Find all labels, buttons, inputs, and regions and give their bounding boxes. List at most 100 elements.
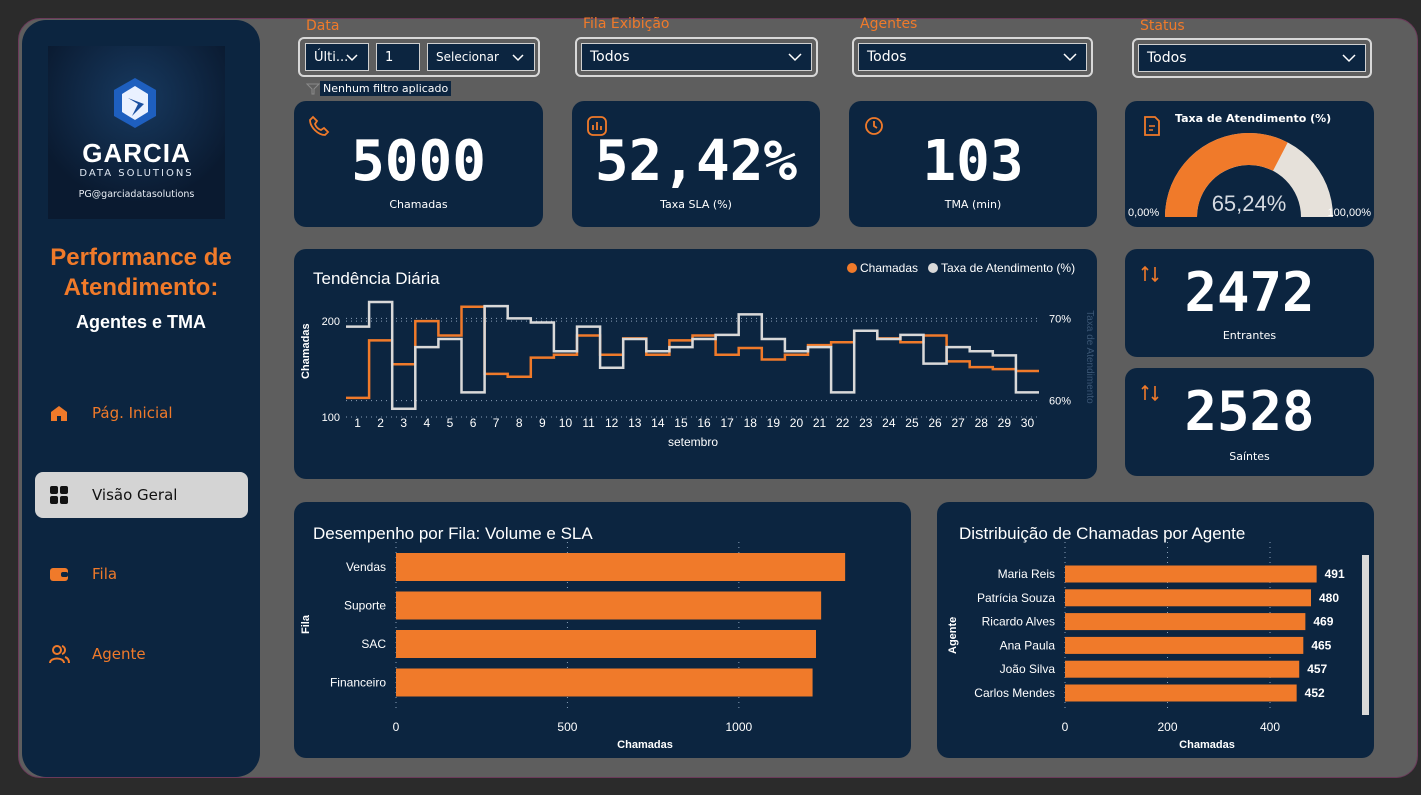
- agentes-value: Todos: [867, 49, 907, 65]
- status-dropdown[interactable]: Todos: [1138, 44, 1366, 72]
- y2-axis-label: Taxa de Atendimento: [1084, 310, 1095, 404]
- gauge-card[interactable]: Taxa de Atendimento (%) 65,24% 0,00% 100…: [1125, 101, 1374, 227]
- data-label: 452: [1305, 686, 1325, 700]
- bar: [1065, 565, 1317, 583]
- y-axis-label: Fila: [300, 614, 312, 634]
- grid-icon: [48, 484, 70, 506]
- gauge-min: 0,00%: [1128, 207, 1159, 219]
- x-tick-label: 7: [493, 416, 500, 430]
- period-value: Últi...: [314, 49, 349, 65]
- scrollbar-thumb[interactable]: [1362, 555, 1369, 715]
- x-tick-label: 22: [836, 416, 850, 430]
- x-tick-label: 24: [882, 416, 896, 430]
- bar: [1065, 684, 1297, 702]
- x-tick-label: 18: [744, 416, 758, 430]
- filter-label-status: Status: [1140, 18, 1185, 34]
- nav-item-agent[interactable]: Agente: [35, 631, 248, 677]
- arrows-up-down-icon: [1141, 384, 1159, 402]
- logo-mark-icon: [114, 78, 156, 128]
- nav-item-overview[interactable]: Visão Geral: [35, 472, 248, 518]
- bar: [396, 553, 846, 581]
- data-label: 480: [1319, 591, 1339, 605]
- bar: [1065, 636, 1304, 654]
- nav-item-home[interactable]: Pág. Inicial: [35, 390, 248, 436]
- gauge-fill: [1165, 133, 1288, 217]
- chart-title: Distribuição de Chamadas por Agente: [959, 524, 1246, 543]
- x-tick-label: 3: [400, 416, 407, 430]
- document-icon: [1144, 116, 1160, 136]
- kpi-label: Saíntes: [1229, 450, 1270, 463]
- period-unit-dropdown[interactable]: Selecionar: [427, 43, 535, 71]
- bar: [396, 630, 816, 658]
- agentes-dropdown[interactable]: Todos: [858, 43, 1087, 71]
- y-tick-label: 100: [322, 412, 340, 424]
- kpi-card-saintes[interactable]: 2528 Saíntes: [1125, 368, 1374, 476]
- data-label: 469: [1313, 615, 1333, 629]
- trend-chart-card[interactable]: Tendência Diária Chamadas Taxa de Atendi…: [294, 249, 1097, 479]
- period-dropdown[interactable]: Últi...: [305, 43, 369, 71]
- x-tick-label: 26: [928, 416, 942, 430]
- chevron-down-icon: [1063, 53, 1077, 62]
- x-tick-label: 0: [1062, 720, 1069, 734]
- nav-item-label: Fila: [92, 565, 118, 583]
- date-slicer: Últi... 1 Selecionar: [298, 37, 540, 77]
- x-tick-label: 15: [674, 416, 688, 430]
- x-tick-label: 11: [582, 416, 595, 430]
- x-tick-label: 16: [697, 416, 711, 430]
- category-label: João Silva: [1000, 662, 1056, 676]
- period-count-input[interactable]: 1: [376, 43, 420, 71]
- x-tick-label: 14: [651, 416, 665, 430]
- series-line-taxa-atendimento: [346, 300, 1039, 411]
- x-tick-label: 28: [975, 416, 989, 430]
- report-subtitle: Agentes e TMA: [75, 312, 207, 332]
- kpi-value: 103: [922, 129, 1024, 194]
- kpi-value: 52,42%: [594, 129, 798, 194]
- legend-marker-chamadas: [847, 263, 857, 273]
- period-count: 1: [385, 49, 394, 65]
- no-filter-indicator: Nenhum filtro aplicado: [306, 81, 452, 96]
- fila-value: Todos: [590, 49, 630, 65]
- x-tick-label: 1000: [726, 720, 753, 734]
- x-tick-label: 500: [557, 720, 577, 734]
- logo-contact: PG@garciadatasolutions: [78, 189, 195, 200]
- wallet-icon: [48, 563, 70, 585]
- nav-item-queue[interactable]: Fila: [35, 551, 248, 597]
- y2-tick-label: 70%: [1049, 313, 1071, 325]
- x-axis-label: setembro: [668, 435, 718, 449]
- no-filter-text: Nenhum filtro aplicado: [320, 81, 452, 96]
- gauge-chart: 65,24% 0,00% 100,00%: [1128, 133, 1371, 219]
- x-tick-label: 29: [998, 416, 1012, 430]
- chart-title: Desempenho por Fila: Volume e SLA: [313, 524, 593, 543]
- legend-label: Taxa de Atendimento (%): [941, 261, 1075, 275]
- company-logo: GARCIA DATA SOLUTIONS PG@garciadatasolut…: [48, 46, 225, 219]
- kpi-card-entrantes[interactable]: 2472 Entrantes: [1125, 249, 1374, 357]
- kpi-card-tma[interactable]: 103 TMA (min): [849, 101, 1097, 227]
- chevron-down-icon: [1342, 54, 1356, 63]
- data-label: 491: [1325, 567, 1345, 581]
- y-axis-label: Agente: [947, 617, 959, 654]
- x-tick-label: 21: [813, 416, 827, 430]
- category-label: Carlos Mendes: [974, 686, 1055, 700]
- x-axis-label: Chamadas: [617, 739, 673, 751]
- y-tick-label: 200: [322, 316, 340, 328]
- chevron-down-icon: [788, 53, 802, 62]
- category-label: Patrícia Souza: [977, 591, 1055, 605]
- logo-name: GARCIA: [82, 138, 191, 168]
- category-label: Financeiro: [330, 676, 386, 690]
- nav-item-label: Agente: [92, 645, 146, 663]
- kpi-card-sla[interactable]: 52,42% Taxa SLA (%): [572, 101, 820, 227]
- x-tick-label: 13: [628, 416, 642, 430]
- x-tick-label: 20: [790, 416, 804, 430]
- trend-chart: Chamadas Taxa de Atendimento (%) Chamada…: [300, 261, 1095, 449]
- queue-chart-card[interactable]: Desempenho por Fila: Volume e SLA Fila C…: [294, 502, 911, 758]
- x-tick-label: 30: [1021, 416, 1035, 430]
- category-label: Ricardo Alves: [982, 615, 1055, 629]
- chart-legend: Chamadas Taxa de Atendimento (%): [847, 261, 1075, 275]
- kpi-card-chamadas[interactable]: 5000 Chamadas: [294, 101, 543, 227]
- bar: [1065, 613, 1306, 631]
- category-label: Ana Paula: [1000, 638, 1056, 652]
- fila-dropdown[interactable]: Todos: [581, 43, 812, 71]
- x-tick-label: 12: [605, 416, 619, 430]
- phone-icon: [309, 115, 330, 136]
- agent-chart-card[interactable]: Distribuição de Chamadas por Agente Agen…: [937, 502, 1374, 758]
